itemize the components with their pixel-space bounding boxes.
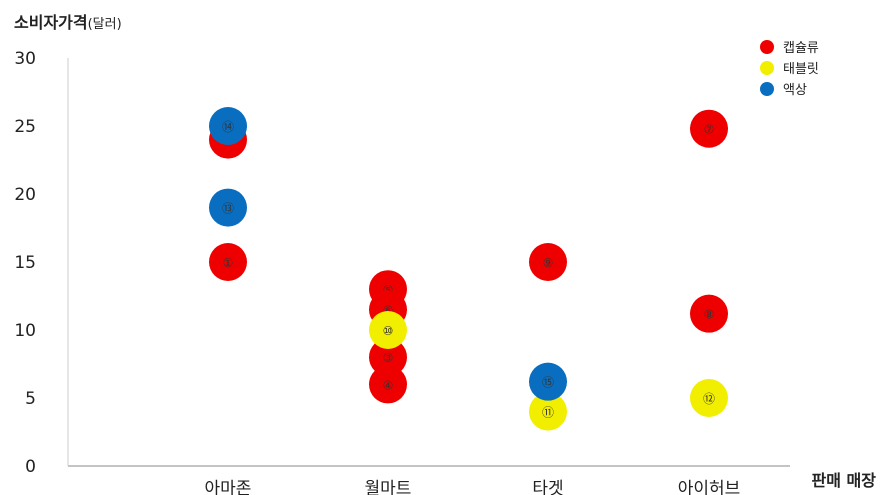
data-point: ⑦ xyxy=(690,109,728,148)
data-point: ⑭ xyxy=(209,107,247,145)
data-point: ⑪ xyxy=(529,392,567,431)
legend-item: 태블릿 xyxy=(760,61,819,77)
category-label: 아마존 xyxy=(205,479,252,495)
category-label: 타겟 xyxy=(532,479,563,495)
data-point-label: ⑨ xyxy=(543,256,554,270)
y-tick-label: 20 xyxy=(14,185,36,205)
data-point-label: ⑤ xyxy=(383,283,394,297)
data-point-marker xyxy=(209,243,247,281)
data-point-label: ⑭ xyxy=(222,120,234,134)
legend-item: 액상 xyxy=(760,82,807,98)
data-point: ⑨ xyxy=(529,243,567,281)
data-point: ⑩ xyxy=(369,311,407,349)
legend-item: 캡슐류 xyxy=(760,40,819,56)
data-points: ①②③④⑤⑥⑦⑧⑨⑩⑪⑫⑬⑭⑮ xyxy=(209,107,728,431)
y-axis-title-main: 소비자가격 xyxy=(14,13,88,32)
legend-marker xyxy=(760,61,774,75)
data-point-marker xyxy=(209,107,247,145)
x-axis-title: 판매 매장 xyxy=(812,471,877,490)
legend-label: 태블릿 xyxy=(783,62,819,77)
data-point-label: ⑦ xyxy=(704,123,715,137)
data-point-label: ⑬ xyxy=(222,202,234,216)
data-point: ① xyxy=(209,243,247,281)
y-tick-label: 25 xyxy=(14,117,36,137)
y-tick-label: 5 xyxy=(25,389,36,409)
data-point-label: ④ xyxy=(383,378,394,392)
data-point-label: ⑮ xyxy=(542,376,554,390)
legend-marker xyxy=(760,40,774,54)
y-tick-labels: 0 5 10 15 20 25 30 xyxy=(14,49,36,477)
data-point-marker xyxy=(690,294,728,333)
y-axis-title: 소비자가격(달러) xyxy=(14,13,122,32)
data-point: ⑮ xyxy=(529,362,567,401)
data-point-label: ⑥ xyxy=(383,304,394,318)
data-point-marker xyxy=(529,243,567,281)
data-point-label: ① xyxy=(223,256,234,270)
data-point-label: ⑧ xyxy=(704,308,715,322)
category-label: 월마트 xyxy=(365,479,412,495)
data-point-label: ⑫ xyxy=(703,392,715,406)
data-point-label: ③ xyxy=(383,351,394,365)
data-point-label: ⑪ xyxy=(542,406,554,420)
data-point: ⑫ xyxy=(690,379,728,417)
data-point: ⑬ xyxy=(209,188,247,227)
legend-marker xyxy=(760,82,774,96)
y-axis-title-unit: (달러) xyxy=(88,17,122,32)
data-point-marker xyxy=(529,362,567,401)
data-point-marker xyxy=(369,365,407,404)
data-point: ⑧ xyxy=(690,294,728,333)
data-point: ④ xyxy=(369,365,407,404)
data-point-marker xyxy=(529,392,567,431)
y-tick-label: 0 xyxy=(25,457,36,477)
category-label: 아이허브 xyxy=(678,479,741,495)
data-point-marker xyxy=(369,338,407,377)
y-tick-label: 30 xyxy=(14,49,36,69)
y-tick-label: 15 xyxy=(14,253,36,273)
data-point-marker xyxy=(209,188,247,227)
y-tick-label: 10 xyxy=(14,321,36,341)
data-point-marker xyxy=(690,379,728,417)
data-point-label: ⑩ xyxy=(383,324,394,338)
data-point-marker xyxy=(690,109,728,148)
data-point: ③ xyxy=(369,338,407,377)
data-point-marker xyxy=(369,311,407,349)
legend-label: 액상 xyxy=(783,83,807,98)
legend-label: 캡슐류 xyxy=(783,41,819,56)
category-labels: 아마존 월마트 타겟 아이허브 xyxy=(205,479,741,495)
